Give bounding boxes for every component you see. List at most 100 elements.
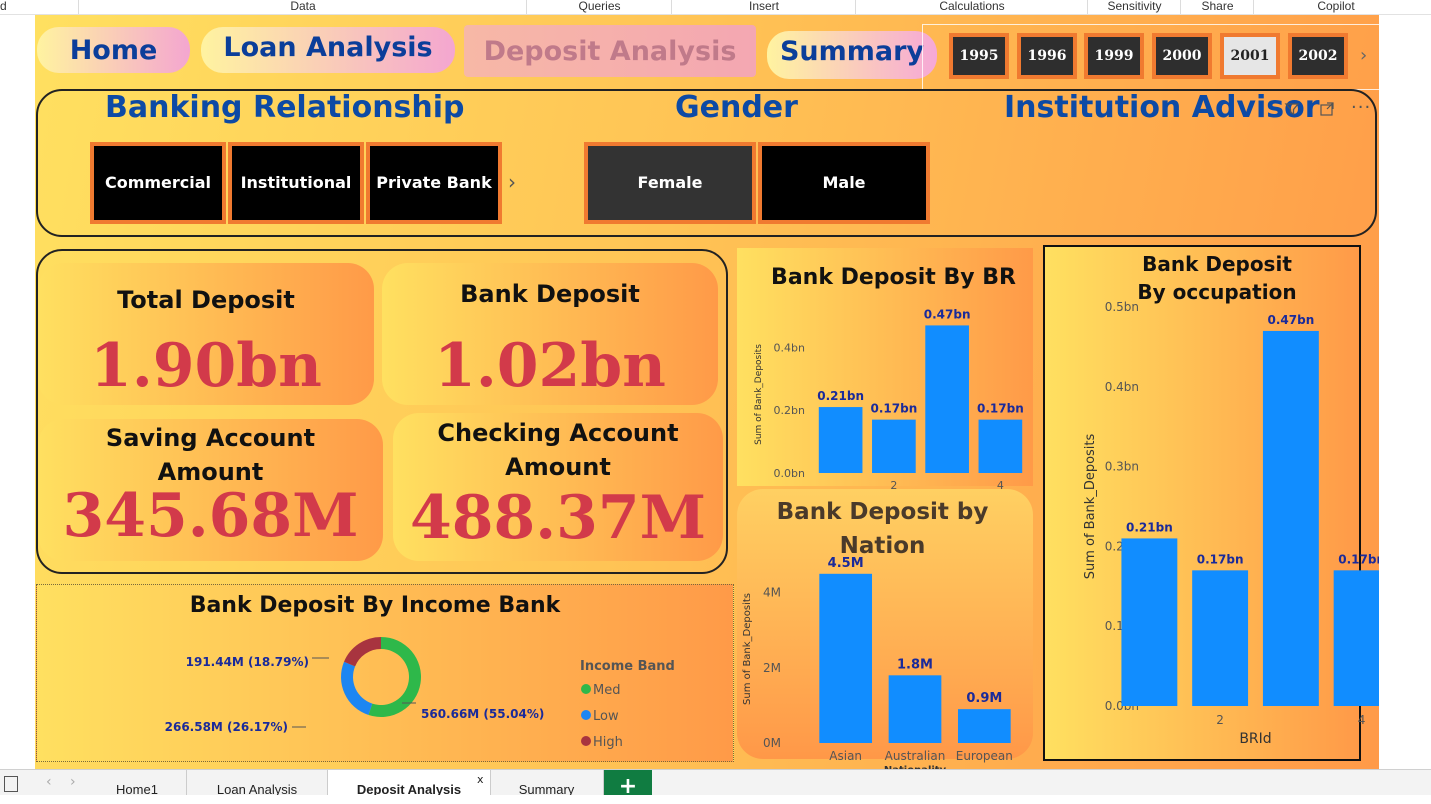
kpi-saving-account: Saving Account Amount 345.68M: [38, 419, 383, 561]
data-label: 0.47bn: [1268, 313, 1315, 327]
data-label: 0.17bn: [1197, 552, 1244, 566]
kpi-panel: [36, 249, 728, 574]
y-axis-label: Sum of Bank_Deposits: [754, 344, 764, 445]
kpi-saving-label: Saving Account Amount: [105, 424, 316, 486]
x-tick-label: 2: [890, 479, 897, 492]
year-2001-selected[interactable]: 2001: [1220, 33, 1280, 79]
chart-occupation-title: Bank Deposit By occupation: [1137, 252, 1297, 304]
slicer-female[interactable]: Female: [584, 142, 756, 224]
ribbon-tab-calculations[interactable]: Calculations: [855, 0, 1088, 14]
legend-dot-med: [581, 684, 591, 694]
slice-label-med: 560.66M (55.04%): [421, 707, 544, 721]
kpi-total-deposit-value: 1.90bn: [90, 331, 322, 401]
nav-home-button[interactable]: Home: [37, 27, 190, 73]
year-1996[interactable]: 1996: [1017, 33, 1077, 79]
nav-deposit-analysis-button[interactable]: Deposit Analysis: [464, 25, 756, 77]
chart-br: 0.0bn 0.2bn 0.4bn 0.21bn 0.17bn 2 0.47bn 0.17bn…: [754, 307, 1024, 506]
ribbon-tab-copilot[interactable]: Copilot: [1253, 0, 1418, 14]
nav-summary-button[interactable]: Summary: [767, 31, 937, 79]
filter-icon[interactable]: [1284, 101, 1300, 117]
bar-br-2: [872, 419, 916, 473]
sheet-next-icon[interactable]: ›: [70, 774, 76, 790]
bar-occupation-3: [1262, 330, 1319, 706]
legend-high: High: [593, 735, 623, 750]
year-2002[interactable]: 2002: [1288, 33, 1348, 79]
sheet-tab-home1[interactable]: Home1: [88, 770, 187, 795]
chart-income-title: Bank Deposit By Income Bank: [189, 593, 561, 618]
slicer-institutional[interactable]: Institutional: [228, 142, 364, 224]
chart-income: 560.66M (55.04%) 266.58M (26.17%) 191.44M …: [165, 637, 675, 750]
slice-high: [344, 637, 381, 667]
ribbon-tab-sensitivity[interactable]: Sensitivity: [1087, 0, 1181, 14]
x-axis-label: Nationality: [884, 765, 947, 769]
bar-occupation-4: [1333, 570, 1379, 706]
chart-nation-title: Bank Deposit by Nation: [776, 499, 989, 559]
y-tick-label: 0.4bn: [774, 341, 805, 354]
slicer-private-bank[interactable]: Private Bank: [366, 142, 502, 224]
slice-low: [341, 661, 373, 716]
bar-nation-European: [957, 709, 1011, 743]
report-canvas: Home Loan Analysis Deposit Analysis Summ…: [35, 15, 1379, 769]
ribbon-tab-share[interactable]: Share: [1180, 0, 1254, 14]
data-label: 4.5M: [828, 556, 864, 571]
x-tick-label: Asian: [829, 749, 862, 763]
kpi-bank-deposit-value: 1.02bn: [434, 331, 666, 401]
data-label: 1.8M: [897, 657, 933, 672]
ribbon-tab-data[interactable]: Data: [78, 0, 527, 14]
sheet-tab-loan-analysis[interactable]: Loan Analysis: [187, 770, 328, 795]
sheet-prev-icon[interactable]: ‹: [46, 774, 52, 790]
chart-occupation: 0.0bn0.1bn0.2bn0.3bn0.4bn0.5bn0.21bn0.17…: [1083, 300, 1379, 747]
x-tick-label: 4: [1358, 713, 1366, 727]
x-tick-label: 4: [997, 479, 1004, 492]
bar-nation-Asian: [819, 573, 873, 743]
sheet-tab-bar: ‹ › Home1 Loan Analysis Deposit Analysis…: [0, 769, 1431, 799]
data-label: 0.17bn: [1338, 552, 1379, 566]
banking-relationship-title: Banking Relationship: [105, 90, 465, 125]
y-axis-label: Sum of Bank_Deposits: [742, 593, 753, 705]
year-1995[interactable]: 1995: [949, 33, 1009, 79]
kpi-checking-value: 488.37M: [409, 483, 707, 553]
y-axis-label: Sum of Bank_Deposits: [1083, 433, 1098, 579]
chart-income-panel: [36, 584, 734, 762]
data-label: 0.47bn: [924, 307, 971, 321]
kpi-total-deposit-label: Total Deposit: [117, 286, 295, 314]
slicer-commercial[interactable]: Commercial: [90, 142, 226, 224]
sheet-tab-summary[interactable]: Summary: [490, 770, 604, 795]
y-tick-label: 0M: [763, 736, 781, 750]
kpi-bank-deposit: Bank Deposit 1.02bn: [382, 263, 718, 405]
data-label: 0.21bn: [1126, 520, 1173, 534]
slicer-scroll-right-icon[interactable]: ›: [508, 170, 516, 194]
kpi-bank-deposit-label: Bank Deposit: [460, 280, 640, 308]
bar-br-3: [925, 325, 969, 473]
sheet-tab-close[interactable]: x: [477, 773, 484, 786]
legend-title: Income Band: [580, 659, 675, 674]
ribbon-tab-insert[interactable]: Insert: [671, 0, 856, 14]
kpi-checking-label: Checking Account Amount: [437, 419, 679, 481]
focus-mode-icon[interactable]: [1319, 101, 1335, 117]
x-tick-label: Australian: [885, 749, 946, 763]
bar-br-1: [818, 407, 863, 473]
more-options-icon[interactable]: ···: [1351, 97, 1372, 118]
ribbon: d Data Queries Insert Calculations Sensi…: [0, 0, 1431, 15]
kpi-total-deposit: Total Deposit 1.90bn: [38, 263, 374, 405]
bar-occupation-1: [1121, 538, 1178, 706]
y-tick-label: 0.2bn: [774, 404, 805, 417]
sheet-nav-icon[interactable]: [4, 776, 18, 792]
kpi-checking-account: Checking Account Amount 488.37M: [393, 413, 723, 561]
x-axis-label: BRId: [1239, 731, 1271, 747]
sheet-tab-deposit-analysis[interactable]: Deposit Analysis: [328, 770, 491, 795]
nav-loan-analysis-button[interactable]: Loan Analysis: [201, 27, 455, 73]
year-scroll-right-icon[interactable]: ›: [1360, 45, 1368, 66]
ribbon-tab-0[interactable]: d: [0, 0, 7, 13]
add-sheet-button[interactable]: +: [604, 770, 652, 799]
year-1999[interactable]: 1999: [1084, 33, 1144, 79]
ribbon-tab-queries[interactable]: Queries: [526, 0, 672, 14]
x-tick-label: European: [956, 749, 1013, 763]
slice-med: [368, 637, 421, 717]
legend-low: Low: [593, 709, 619, 724]
slicer-male[interactable]: Male: [758, 142, 930, 224]
y-tick-label: 0.0bn: [774, 467, 805, 480]
y-tick-label: 2M: [763, 661, 781, 675]
year-2000[interactable]: 2000: [1152, 33, 1212, 79]
data-label: 0.17bn: [871, 402, 918, 416]
